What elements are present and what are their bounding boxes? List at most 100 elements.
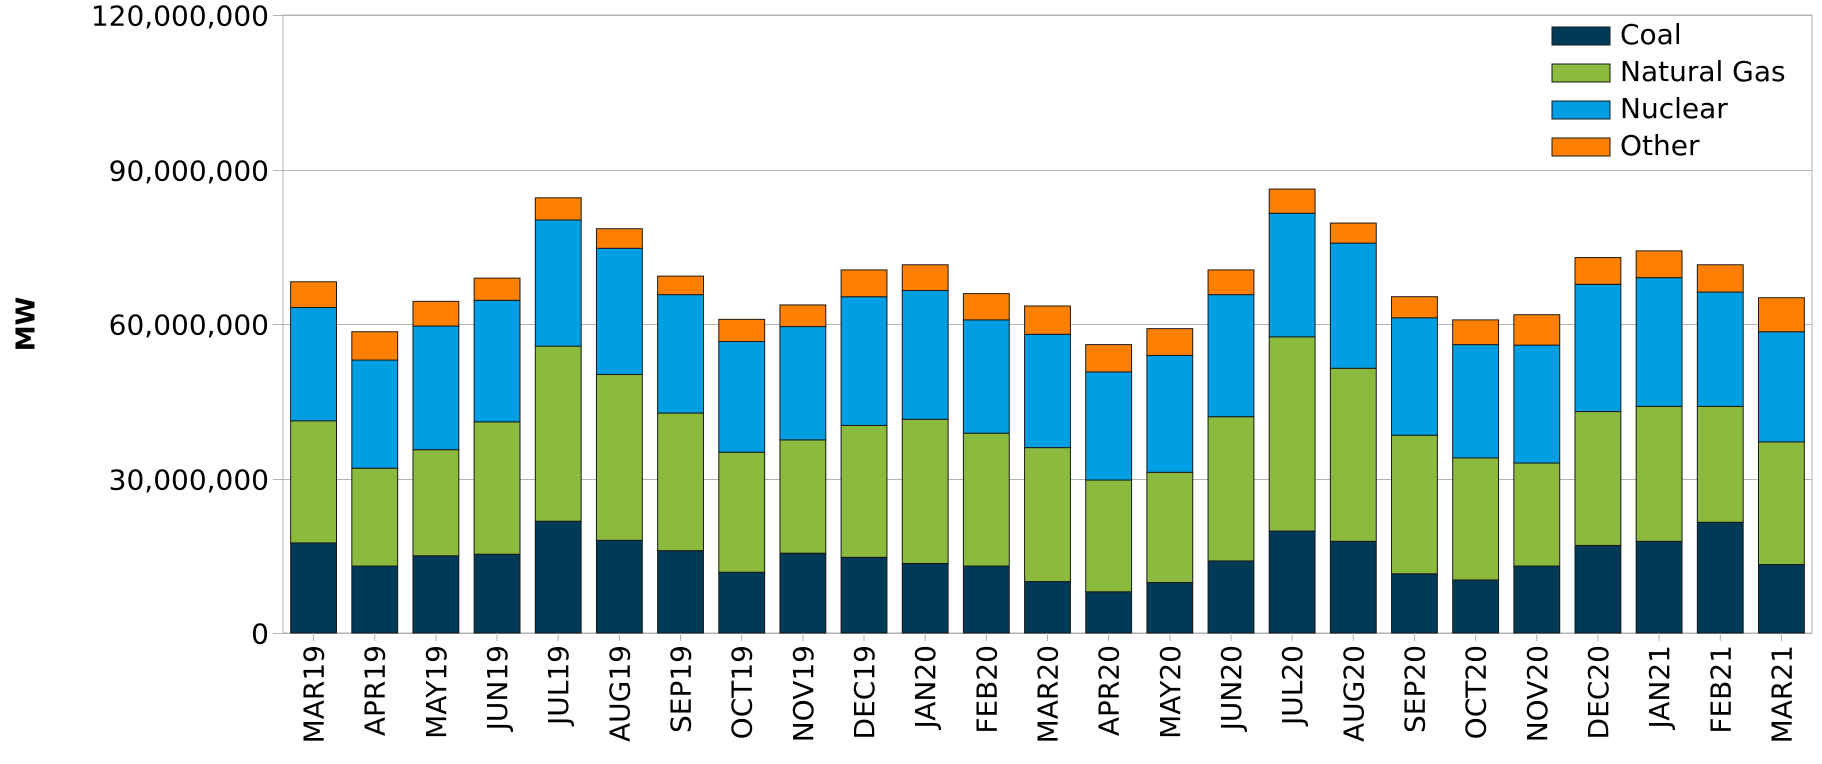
bar-segment-nuclear [290, 307, 338, 422]
legend-swatch [1551, 63, 1611, 83]
bar-segment-other [1207, 269, 1255, 296]
bar-segment-other [595, 228, 643, 249]
bar-segment-nuclear [718, 341, 766, 453]
x-tick-label: OCT20 [1460, 645, 1493, 739]
bar-segment-natural-gas [473, 421, 521, 555]
legend-swatch [1551, 26, 1611, 46]
x-tick-label: JAN20 [909, 645, 942, 731]
bar-segment-other [1329, 222, 1377, 244]
bar-segment-coal [840, 556, 888, 634]
bar-segment-nuclear [1513, 344, 1561, 464]
y-axis-title-text: MW [11, 296, 41, 352]
bar-segment-coal [1329, 540, 1377, 634]
bar-segment-other [290, 281, 338, 309]
bar-segment-nuclear [595, 247, 643, 375]
legend-label: Other [1620, 129, 1700, 162]
bar-segment-natural-gas [1635, 405, 1683, 542]
bar-segment-natural-gas [1085, 479, 1133, 593]
bar-segment-natural-gas [1513, 462, 1561, 567]
x-tick-label: SEP20 [1398, 645, 1431, 733]
x-tick-label: FEB20 [970, 645, 1003, 734]
legend-label: Natural Gas [1620, 55, 1786, 88]
bar-segment-natural-gas [1452, 457, 1500, 581]
legend-swatch [1551, 100, 1611, 120]
bar-segment-coal [718, 571, 766, 634]
bar-segment-other [473, 277, 521, 301]
bar-segment-nuclear [1085, 371, 1133, 481]
bar-segment-nuclear [1268, 212, 1316, 338]
bar-segment-coal [473, 553, 521, 634]
bar-segment-coal [901, 562, 949, 634]
bar-segment-nuclear [1452, 344, 1500, 459]
bars [290, 188, 1805, 634]
axes: 0 30,000,000 60,000,000 90,000,000 120,000,0… [91, 0, 1799, 743]
bar-segment-other [1513, 314, 1561, 346]
bar-segment-other [1268, 188, 1316, 214]
bar-segment-other [962, 293, 1010, 321]
x-tick-label: NOV19 [787, 645, 820, 742]
bar-segment-nuclear [534, 219, 582, 347]
bar-segment-nuclear [1146, 354, 1194, 473]
bar-segment-natural-gas [1207, 416, 1255, 562]
x-tick-label: NOV20 [1521, 645, 1554, 742]
x-tick-label: MAY20 [1154, 645, 1187, 739]
bar-segment-coal [1757, 564, 1805, 634]
bar-segment-natural-gas [1329, 367, 1377, 542]
bar-segment-natural-gas [595, 373, 643, 541]
bar-segment-other [840, 269, 888, 298]
x-tick-label: AUG20 [1337, 645, 1370, 742]
bar-segment-natural-gas [1268, 336, 1316, 532]
bar-segment-coal [657, 550, 704, 634]
bar-segment-nuclear [657, 294, 704, 414]
x-tick-label: JUN19 [481, 645, 514, 732]
x-tick-label: AUG19 [603, 645, 636, 742]
bar-segment-other [657, 275, 704, 296]
bar-segment-natural-gas [962, 432, 1010, 567]
bar-segment-nuclear [1574, 283, 1622, 413]
y-tick-label: 60,000,000 [109, 309, 269, 342]
bar-segment-natural-gas [657, 412, 704, 552]
bar-segment-natural-gas [840, 424, 888, 558]
x-tick-label: DEC20 [1582, 645, 1615, 739]
bar-segment-coal [962, 565, 1010, 634]
bar-segment-natural-gas [1574, 411, 1622, 546]
bar-segment-coal [1268, 530, 1316, 634]
x-tick-label: JUL19 [542, 645, 575, 727]
x-tick-label: JAN21 [1643, 645, 1676, 731]
x-tick-label: MAR19 [298, 645, 331, 743]
x-tick-label: APR20 [1093, 645, 1126, 736]
bar-segment-natural-gas [901, 418, 949, 564]
bar-segment-nuclear [1207, 294, 1255, 418]
bar-segment-natural-gas [1024, 447, 1071, 582]
y-tick-label: 90,000,000 [109, 155, 269, 188]
bar-segment-coal [351, 565, 399, 634]
legend-label: Nuclear [1620, 92, 1728, 125]
legend-label: Coal [1620, 18, 1682, 51]
bar-segment-other [1635, 250, 1683, 279]
bar-segment-coal [1574, 544, 1622, 634]
bar-segment-coal [1146, 582, 1194, 634]
bar-segment-natural-gas [1696, 405, 1744, 523]
y-axis-title: MW [2, 297, 50, 352]
legend-swatch [1551, 137, 1611, 157]
bar-segment-coal [1085, 591, 1133, 634]
x-tick-label: SEP19 [665, 645, 698, 733]
bar-segment-coal [779, 552, 827, 634]
x-tick-label: MAR21 [1765, 645, 1798, 743]
bar-segment-nuclear [840, 296, 888, 426]
bar-segment-other [412, 300, 460, 327]
bar-segment-nuclear [1757, 331, 1805, 443]
bar-segment-nuclear [1024, 333, 1071, 449]
x-tick-label: FEB21 [1704, 645, 1737, 734]
bar-segment-nuclear [1391, 317, 1438, 436]
x-tick-label: APR19 [359, 645, 392, 736]
bar-segment-other [1574, 257, 1622, 285]
bar-segment-other [718, 318, 766, 343]
x-tick-label: JUN20 [1215, 645, 1248, 732]
bar-segment-coal [1391, 573, 1438, 634]
bar-segment-natural-gas [412, 449, 460, 557]
bar-segment-other [901, 264, 949, 292]
bar-segment-coal [1635, 540, 1683, 634]
